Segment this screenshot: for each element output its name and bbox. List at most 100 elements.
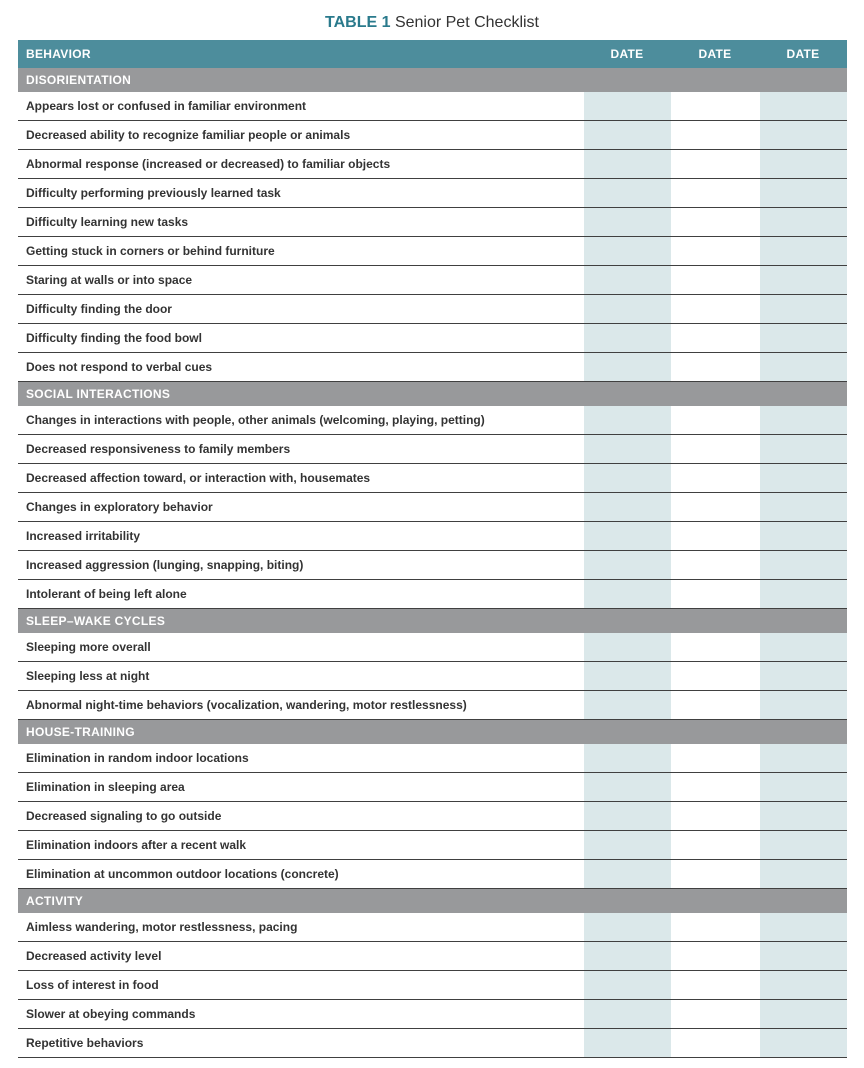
date-cell-1[interactable] [583,971,671,1000]
date-cell-2[interactable] [671,1000,759,1029]
date-cell-2[interactable] [671,1029,759,1058]
date-cell-1[interactable] [583,1029,671,1058]
date-cell-3[interactable] [759,493,847,522]
section-header-label: SLEEP–WAKE CYCLES [18,609,847,634]
date-cell-3[interactable] [759,1029,847,1058]
date-cell-2[interactable] [671,295,759,324]
date-cell-2[interactable] [671,92,759,121]
date-cell-3[interactable] [759,150,847,179]
date-cell-1[interactable] [583,691,671,720]
date-cell-2[interactable] [671,744,759,773]
date-cell-3[interactable] [759,295,847,324]
table-row: Slower at obeying commands [18,1000,847,1029]
date-cell-1[interactable] [583,121,671,150]
date-cell-1[interactable] [583,406,671,435]
date-cell-3[interactable] [759,744,847,773]
date-cell-3[interactable] [759,1000,847,1029]
date-cell-2[interactable] [671,551,759,580]
date-cell-1[interactable] [583,179,671,208]
date-cell-2[interactable] [671,633,759,662]
date-cell-3[interactable] [759,179,847,208]
date-cell-1[interactable] [583,1000,671,1029]
date-cell-1[interactable] [583,208,671,237]
date-cell-3[interactable] [759,802,847,831]
date-cell-1[interactable] [583,150,671,179]
date-cell-2[interactable] [671,942,759,971]
date-cell-1[interactable] [583,493,671,522]
date-cell-1[interactable] [583,266,671,295]
date-cell-3[interactable] [759,971,847,1000]
date-cell-3[interactable] [759,580,847,609]
date-cell-1[interactable] [583,435,671,464]
date-cell-2[interactable] [671,266,759,295]
date-cell-3[interactable] [759,353,847,382]
date-cell-1[interactable] [583,551,671,580]
date-cell-1[interactable] [583,633,671,662]
date-cell-3[interactable] [759,773,847,802]
behavior-cell: Staring at walls or into space [18,266,583,295]
date-cell-2[interactable] [671,580,759,609]
date-cell-2[interactable] [671,493,759,522]
date-cell-3[interactable] [759,860,847,889]
date-cell-1[interactable] [583,662,671,691]
section-header-label: ACTIVITY [18,889,847,914]
date-cell-2[interactable] [671,121,759,150]
behavior-cell: Difficulty learning new tasks [18,208,583,237]
date-cell-3[interactable] [759,522,847,551]
section-header: SOCIAL INTERACTIONS [18,382,847,407]
date-cell-1[interactable] [583,522,671,551]
table-row: Appears lost or confused in familiar env… [18,92,847,121]
date-cell-1[interactable] [583,580,671,609]
date-cell-2[interactable] [671,522,759,551]
date-cell-1[interactable] [583,773,671,802]
date-cell-3[interactable] [759,435,847,464]
date-cell-1[interactable] [583,464,671,493]
date-cell-1[interactable] [583,353,671,382]
date-cell-3[interactable] [759,662,847,691]
date-cell-2[interactable] [671,913,759,942]
date-cell-3[interactable] [759,406,847,435]
date-cell-1[interactable] [583,295,671,324]
date-cell-3[interactable] [759,551,847,580]
date-cell-3[interactable] [759,831,847,860]
section-header: HOUSE-TRAINING [18,720,847,745]
date-cell-3[interactable] [759,237,847,266]
date-cell-1[interactable] [583,942,671,971]
date-cell-2[interactable] [671,150,759,179]
date-cell-2[interactable] [671,464,759,493]
date-cell-3[interactable] [759,208,847,237]
date-cell-2[interactable] [671,353,759,382]
date-cell-3[interactable] [759,121,847,150]
date-cell-3[interactable] [759,92,847,121]
date-cell-2[interactable] [671,208,759,237]
date-cell-2[interactable] [671,435,759,464]
date-cell-2[interactable] [671,773,759,802]
date-cell-1[interactable] [583,237,671,266]
date-cell-1[interactable] [583,324,671,353]
date-cell-2[interactable] [671,831,759,860]
date-cell-2[interactable] [671,860,759,889]
date-cell-2[interactable] [671,179,759,208]
date-cell-3[interactable] [759,266,847,295]
date-cell-2[interactable] [671,662,759,691]
date-cell-2[interactable] [671,406,759,435]
date-cell-3[interactable] [759,633,847,662]
date-cell-1[interactable] [583,744,671,773]
date-cell-3[interactable] [759,913,847,942]
date-cell-1[interactable] [583,831,671,860]
date-cell-3[interactable] [759,464,847,493]
date-cell-2[interactable] [671,971,759,1000]
date-cell-2[interactable] [671,237,759,266]
date-cell-3[interactable] [759,691,847,720]
date-cell-2[interactable] [671,802,759,831]
date-cell-2[interactable] [671,324,759,353]
behavior-cell: Slower at obeying commands [18,1000,583,1029]
table-row: Difficulty performing previously learned… [18,179,847,208]
date-cell-1[interactable] [583,913,671,942]
date-cell-3[interactable] [759,324,847,353]
date-cell-1[interactable] [583,860,671,889]
date-cell-1[interactable] [583,92,671,121]
date-cell-1[interactable] [583,802,671,831]
date-cell-2[interactable] [671,691,759,720]
date-cell-3[interactable] [759,942,847,971]
